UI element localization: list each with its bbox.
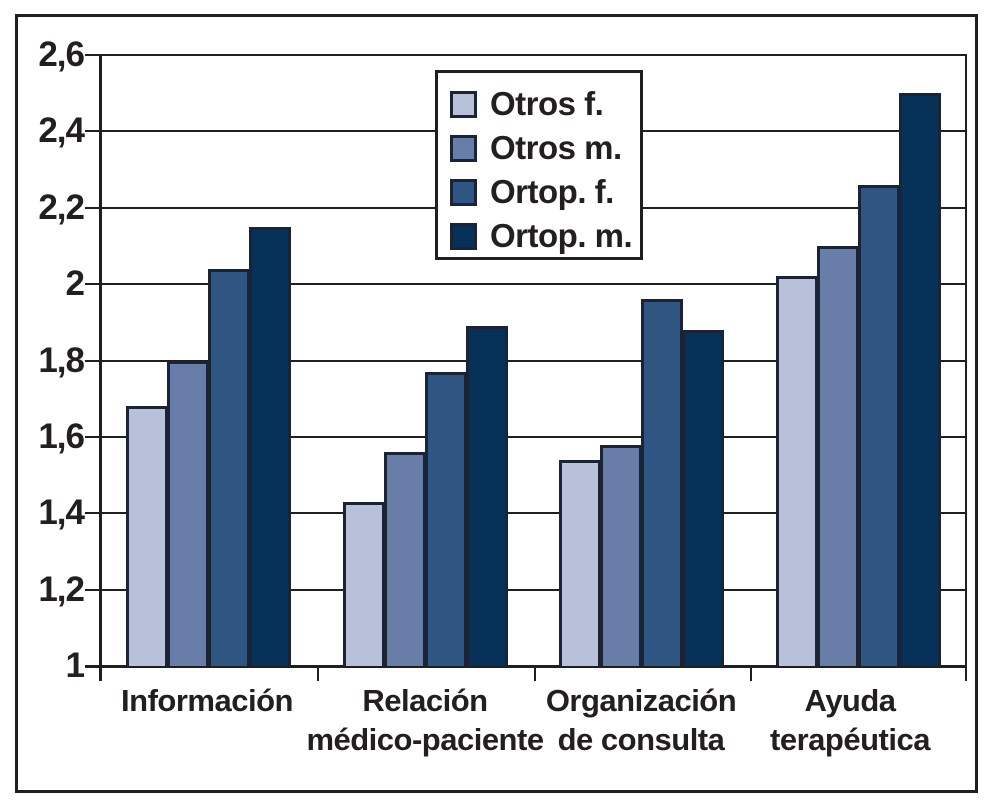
bar-ortop-m-2: [466, 326, 508, 666]
y-axis-tick-label: 1,4: [38, 493, 85, 532]
y-axis-tick: [85, 436, 100, 438]
legend-swatch-icon: [450, 222, 477, 250]
bar-ortop-m-1: [249, 227, 291, 666]
x-axis-tick: [750, 666, 752, 681]
y-axis-tick: [85, 130, 100, 132]
bar-ortop-m-3: [682, 330, 724, 666]
bar-otros-m-4: [817, 246, 859, 666]
y-axis-line: [99, 55, 102, 681]
bar-otros-m-3: [600, 445, 642, 666]
category-label-line: Información: [121, 683, 293, 718]
y-axis-tick-label: 2,6: [38, 35, 85, 74]
bar-ortop-f-4: [858, 185, 900, 666]
bar-otros-f-2: [343, 502, 385, 666]
legend-swatch-icon: [450, 134, 477, 162]
legend-label: Ortop. f.: [490, 173, 614, 210]
legend: Otros f. Otros m. Ortop. f. Ortop. m.: [435, 70, 643, 260]
bar-otros-f-4: [776, 276, 818, 666]
bar-otros-f-1: [126, 406, 168, 666]
y-axis-tick: [85, 512, 100, 514]
legend-label: Otros m.: [490, 129, 622, 166]
gridline: [100, 436, 967, 438]
legend-label: Otros f.: [490, 85, 604, 122]
category-label-line: médico-paciente: [306, 722, 544, 757]
category-label: Información: [121, 681, 293, 720]
y-axis-tick: [85, 207, 100, 209]
category-label-line: Relación: [362, 683, 488, 718]
category-label: Organización de consulta: [545, 681, 737, 759]
x-axis-tick: [100, 666, 102, 681]
x-axis-line: [85, 665, 967, 668]
y-axis-tick-label: 1,6: [38, 417, 85, 456]
x-axis-tick: [965, 666, 967, 681]
legend-swatch-icon: [450, 90, 477, 118]
bar-ortop-f-1: [208, 269, 250, 666]
category-label: Relación médico-paciente: [306, 681, 544, 759]
legend-item: Ortop. m.: [450, 214, 640, 258]
legend-label: Ortop. m.: [490, 217, 633, 254]
y-axis-tick: [85, 360, 100, 362]
bar-otros-f-3: [559, 460, 601, 666]
y-axis-tick-label: 2,2: [38, 188, 85, 227]
gridline: [100, 360, 967, 362]
bar-ortop-f-3: [641, 299, 683, 666]
x-axis-tick: [534, 666, 536, 681]
x-axis-tick: [317, 666, 319, 681]
legend-item: Ortop. f.: [450, 170, 640, 214]
y-axis-tick: [85, 589, 100, 591]
category-label-line: Ayuda: [804, 683, 896, 718]
y-axis-tick: [85, 54, 100, 56]
gridline: [100, 283, 967, 285]
legend-swatch-icon: [450, 178, 477, 206]
category-label: Ayuda terapéutica: [770, 681, 930, 759]
plot-right-edge: [965, 55, 967, 681]
bar-otros-m-2: [384, 452, 426, 666]
y-axis-tick-label: 1: [65, 646, 85, 685]
y-axis-tick-label: 2: [65, 264, 85, 303]
bar-ortop-f-2: [425, 372, 467, 666]
category-label-line: de consulta: [557, 722, 725, 757]
bar-ortop-m-4: [899, 93, 941, 666]
y-axis-tick-label: 1,8: [38, 341, 85, 380]
gridline: [100, 54, 967, 56]
gridline: [100, 512, 967, 514]
y-axis-tick-label: 2,4: [38, 111, 85, 150]
y-axis-tick: [85, 283, 100, 285]
gridline: [100, 589, 967, 591]
legend-item: Otros f.: [450, 82, 640, 126]
category-label-line: terapéutica: [770, 722, 930, 757]
bar-otros-m-1: [167, 361, 209, 666]
legend-item: Otros m.: [450, 126, 640, 170]
y-axis-tick-label: 1,2: [38, 570, 85, 609]
category-label-line: Organización: [545, 683, 737, 718]
